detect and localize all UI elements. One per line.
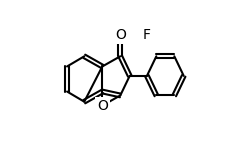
Text: F: F (143, 28, 151, 42)
Text: O: O (115, 28, 126, 42)
Text: O: O (97, 99, 108, 113)
